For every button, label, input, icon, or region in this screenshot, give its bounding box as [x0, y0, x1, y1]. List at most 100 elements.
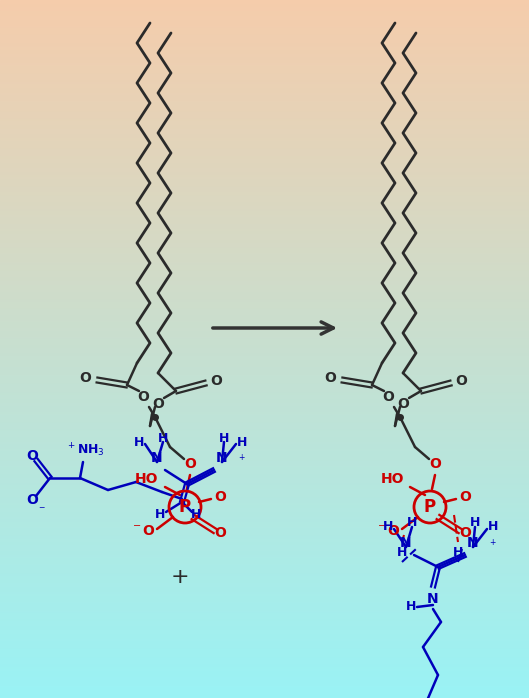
Text: H: H: [488, 521, 498, 533]
Bar: [0, 550, 529, 551]
Text: HO: HO: [380, 472, 404, 486]
Bar: [0, 579, 529, 581]
Bar: [0, 504, 529, 506]
Bar: [0, 508, 529, 510]
Text: H: H: [155, 507, 165, 521]
Bar: [0, 255, 529, 257]
Bar: [0, 651, 529, 653]
Bar: [0, 685, 529, 688]
Bar: [0, 371, 529, 373]
Bar: [0, 51, 529, 52]
Bar: [0, 120, 529, 122]
Bar: [0, 336, 529, 339]
Bar: [0, 206, 529, 208]
Bar: [0, 642, 529, 644]
Bar: [0, 627, 529, 628]
Bar: [0, 370, 529, 371]
Bar: [0, 434, 529, 436]
Bar: [0, 456, 529, 457]
Text: N: N: [151, 451, 163, 465]
Bar: [0, 276, 529, 277]
Bar: [0, 178, 529, 180]
Bar: [0, 692, 529, 695]
Bar: [0, 199, 529, 201]
Bar: [0, 417, 529, 419]
Text: H: H: [453, 546, 463, 558]
Bar: [0, 420, 529, 422]
Bar: [0, 392, 529, 394]
Bar: [0, 684, 529, 685]
Bar: [0, 215, 529, 216]
Bar: [0, 429, 529, 431]
Bar: [0, 20, 529, 21]
Bar: [0, 306, 529, 307]
Bar: [0, 613, 529, 614]
Bar: [0, 431, 529, 433]
Bar: [0, 454, 529, 456]
Bar: [0, 260, 529, 262]
Bar: [0, 389, 529, 391]
Bar: [0, 600, 529, 602]
Bar: [0, 22, 529, 24]
Bar: [0, 328, 529, 330]
Bar: [0, 690, 529, 691]
Bar: [0, 537, 529, 539]
Bar: [0, 637, 529, 639]
Bar: [0, 564, 529, 565]
Bar: [0, 567, 529, 569]
Bar: [0, 208, 529, 209]
Bar: [0, 482, 529, 483]
Bar: [0, 560, 529, 562]
Bar: [0, 510, 529, 511]
Bar: [0, 352, 529, 355]
Bar: [0, 408, 529, 410]
Bar: [0, 419, 529, 420]
Bar: [0, 511, 529, 513]
Bar: [0, 202, 529, 205]
Bar: [0, 602, 529, 604]
Bar: [0, 464, 529, 466]
Bar: [0, 546, 529, 548]
Bar: [0, 527, 529, 529]
Text: H: H: [470, 517, 480, 530]
Bar: [0, 632, 529, 634]
Bar: [0, 572, 529, 574]
Bar: [0, 522, 529, 524]
Bar: [0, 489, 529, 490]
Bar: [0, 281, 529, 283]
Bar: [0, 155, 529, 157]
Bar: [0, 157, 529, 158]
Bar: [0, 33, 529, 35]
Bar: [0, 117, 529, 119]
Bar: [0, 391, 529, 392]
Bar: [0, 223, 529, 225]
Bar: [0, 590, 529, 592]
Bar: [0, 349, 529, 350]
Bar: [0, 475, 529, 476]
Bar: [0, 340, 529, 342]
Bar: [0, 581, 529, 583]
Bar: [0, 87, 529, 89]
Bar: [0, 75, 529, 77]
Bar: [0, 229, 529, 230]
Bar: [0, 398, 529, 399]
Bar: [0, 93, 529, 94]
Bar: [0, 232, 529, 234]
Bar: [0, 534, 529, 536]
Bar: [0, 468, 529, 469]
Bar: [0, 476, 529, 478]
Bar: [0, 138, 529, 140]
Bar: [0, 539, 529, 541]
Bar: [0, 205, 529, 206]
Bar: [0, 334, 529, 335]
Bar: [0, 383, 529, 384]
Bar: [0, 620, 529, 621]
Bar: [0, 113, 529, 115]
Bar: [0, 321, 529, 322]
Bar: [0, 42, 529, 43]
Bar: [0, 513, 529, 515]
Bar: [0, 593, 529, 595]
Bar: [0, 64, 529, 66]
Bar: [0, 10, 529, 13]
Bar: [0, 201, 529, 202]
